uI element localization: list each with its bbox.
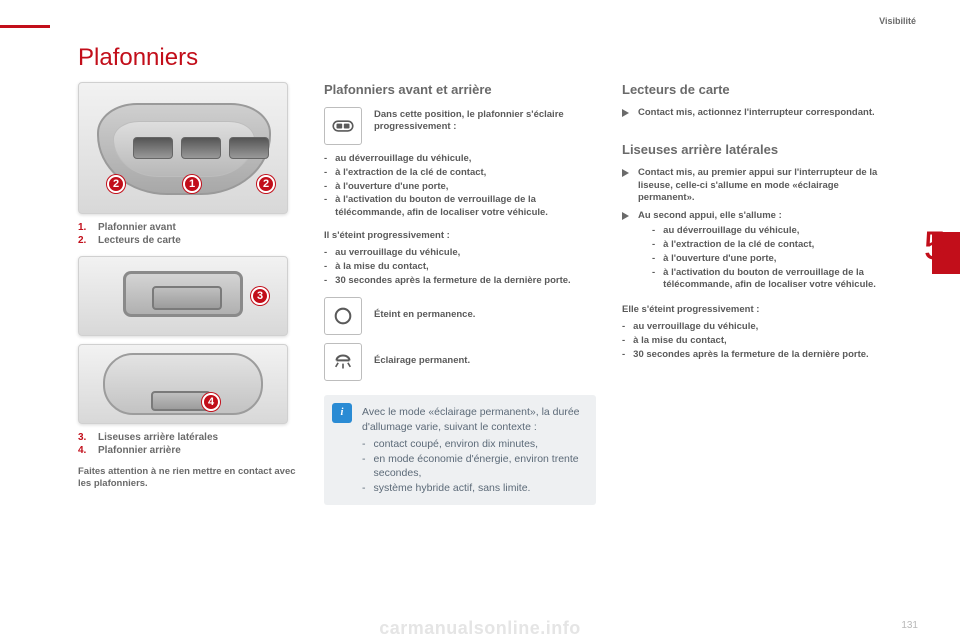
breadcrumb: Visibilité [879, 16, 916, 26]
arrow-item: Contact mis, au premier appui sur l'inte… [622, 167, 894, 205]
column-right: Lecteurs de carte Contact mis, actionnez… [622, 82, 894, 505]
off-mode-text: Éteint en permanence. [374, 297, 475, 321]
info-list: contact coupé, environ dix minutes,en mo… [362, 437, 584, 495]
illustration-rear-reading: 3 [78, 256, 288, 336]
chapter-number: 5 [924, 224, 946, 269]
legend-number: 1. [78, 222, 90, 233]
subhead-rear-reading: Liseuses arrière latérales [622, 142, 894, 157]
watermark: carmanualsonline.info [0, 618, 960, 639]
callout-marker: 3 [251, 287, 269, 305]
info-icon: i [332, 403, 352, 423]
legend-2: 3. Liseuses arrière latérales 4. Plafonnier… [78, 432, 298, 456]
list-item: à l'activation du bouton de verrouillage… [652, 267, 894, 293]
info-list-item: en mode économie d'énergie, environ tren… [362, 452, 584, 481]
legend-label: Plafonnier arrière [98, 445, 181, 456]
list-item: au déverrouillage du véhicule, [652, 225, 894, 238]
callout-marker: 4 [202, 393, 220, 411]
list-item: à la mise du contact, [324, 261, 596, 274]
rear-on-conditions: au déverrouillage du véhicule,à l'extrac… [652, 225, 894, 292]
list-item: 30 secondes après la fermeture de la der… [324, 275, 596, 288]
list-item: au verrouillage du véhicule, [622, 321, 894, 334]
list-item: au verrouillage du véhicule, [324, 247, 596, 260]
mode-on-row: Éclairage permanent. [324, 343, 596, 381]
legend-1: 1. Plafonnier avant 2. Lecteurs de carte [78, 222, 298, 246]
legend-item: 4. Plafonnier arrière [78, 445, 298, 456]
page-content: Plafonniers 2 1 2 1. Plafonnier avant 2. Lect… [78, 44, 898, 505]
off-mode-icon [324, 297, 362, 335]
auto-mode-text: Dans cette position, le plafonnier s'écl… [374, 107, 596, 134]
illustration-front-ceiling: 2 1 2 [78, 82, 288, 214]
rear-reading-instructions: Contact mis, au premier appui sur l'inte… [622, 167, 894, 292]
list-item: à l'extraction de la clé de contact, [652, 239, 894, 252]
legend-label: Plafonnier avant [98, 222, 176, 233]
legend-number: 3. [78, 432, 90, 443]
list-item: à l'ouverture d'une porte, [652, 253, 894, 266]
list-item: au déverrouillage du véhicule, [324, 153, 596, 166]
subhead-front-rear: Plafonniers avant et arrière [324, 82, 596, 97]
map-readers-instruction: Contact mis, actionnez l'interrupteur co… [622, 107, 894, 120]
list-item: à l'extraction de la clé de contact, [324, 167, 596, 180]
accent-bar [0, 25, 50, 28]
callout-marker: 2 [107, 175, 125, 193]
arrow-item: Contact mis, actionnez l'interrupteur co… [622, 107, 894, 120]
columns: 2 1 2 1. Plafonnier avant 2. Lecteurs de cart… [78, 82, 898, 505]
page-number: 131 [901, 620, 918, 631]
list-item: 30 secondes après la fermeture de la der… [622, 349, 894, 362]
subhead-map-readers: Lecteurs de carte [622, 82, 894, 97]
callout-marker: 1 [183, 175, 201, 193]
on-mode-icon [324, 343, 362, 381]
auto-off-lead: Il s'éteint progressivement : [324, 230, 596, 243]
page-title: Plafonniers [78, 44, 898, 72]
list-item: à la mise du contact, [622, 335, 894, 348]
list-item: à l'activation du bouton de verrouillage… [324, 194, 596, 220]
rear-off-conditions: au verrouillage du véhicule,à la mise du… [622, 321, 894, 361]
mode-off-row: Éteint en permanence. [324, 297, 596, 335]
list-item: à l'ouverture d'une porte, [324, 181, 596, 194]
legend-item: 1. Plafonnier avant [78, 222, 298, 233]
legend-label: Lecteurs de carte [98, 235, 181, 246]
rear-off-lead: Elle s'éteint progressivement : [622, 304, 894, 317]
callout-marker: 2 [257, 175, 275, 193]
info-lead: Avec le mode «éclairage permanent», la d… [362, 406, 580, 432]
legend-number: 4. [78, 445, 90, 456]
auto-mode-icon [324, 107, 362, 145]
on-mode-text: Éclairage permanent. [374, 343, 470, 367]
column-illustrations: 2 1 2 1. Plafonnier avant 2. Lecteurs de cart… [78, 82, 298, 505]
mode-auto-row: Dans cette position, le plafonnier s'écl… [324, 107, 596, 145]
legend-number: 2. [78, 235, 90, 246]
arrow-item-label: Au second appui, elle s'allume : [638, 210, 782, 221]
legend-item: 2. Lecteurs de carte [78, 235, 298, 246]
info-list-item: contact coupé, environ dix minutes, [362, 437, 584, 451]
illustration-rear-ceiling: 4 [78, 344, 288, 424]
legend-label: Liseuses arrière latérales [98, 432, 218, 443]
caution-text: Faites attention à ne rien mettre en con… [78, 466, 298, 491]
auto-on-conditions: au déverrouillage du véhicule,à l'extrac… [324, 153, 596, 220]
auto-off-conditions: au verrouillage du véhicule,à la mise du… [324, 247, 596, 287]
column-center: Plafonniers avant et arrière Dans cette … [324, 82, 596, 505]
info-box: i Avec le mode «éclairage permanent», la… [324, 395, 596, 505]
legend-item: 3. Liseuses arrière latérales [78, 432, 298, 443]
arrow-item: Au second appui, elle s'allume : au déve… [622, 210, 894, 292]
info-list-item: système hybride actif, sans limite. [362, 481, 584, 495]
